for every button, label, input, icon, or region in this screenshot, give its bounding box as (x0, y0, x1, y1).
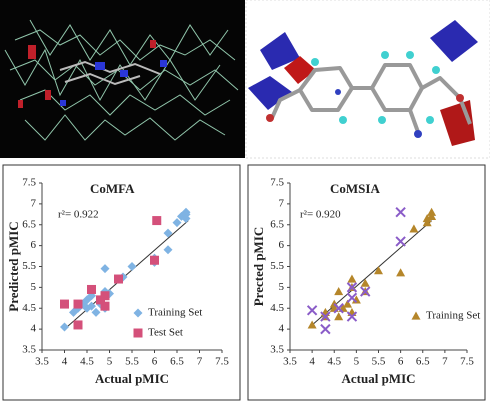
x-axis-label: Actual pMIC (341, 371, 415, 386)
x-tick-label: 4.5 (80, 356, 94, 368)
point (347, 274, 357, 283)
point (395, 207, 406, 218)
point (334, 312, 344, 321)
legend-label: Training Set (426, 310, 480, 322)
y-tick-label: 4 (31, 323, 37, 335)
point (73, 299, 83, 309)
x-tick-label: 7.5 (215, 356, 229, 368)
point (306, 305, 318, 316)
y-tick-label: 7 (279, 197, 285, 209)
y-tick-label: 5.5 (270, 260, 284, 272)
point (346, 292, 358, 304)
y-axis-label: Prected pMIC (251, 227, 266, 307)
x-tick-label: 6.5 (416, 356, 430, 368)
x-tick-label: 3.5 (283, 356, 297, 368)
point (163, 228, 173, 238)
point (100, 301, 110, 311)
x-tick-label: 5 (107, 356, 113, 368)
point (346, 311, 358, 322)
x-tick-label: 4.5 (327, 356, 341, 368)
point (334, 287, 344, 296)
point (360, 286, 371, 297)
point (163, 245, 173, 255)
contour-map-image (245, 0, 490, 159)
y-tick-label: 6.5 (22, 218, 36, 230)
legend-marker (133, 308, 143, 318)
y-axis-label: Predicted pMIC (6, 221, 21, 311)
point (333, 303, 344, 314)
legend-label: Test Set (148, 327, 183, 339)
x-axis-label: Actual pMIC (95, 371, 169, 386)
y-tick-label: 5 (31, 281, 37, 293)
fit-line (64, 220, 189, 330)
molecule-overlay-image (0, 0, 245, 158)
x-tick-label: 5.5 (372, 356, 386, 368)
y-tick-label: 6 (279, 239, 285, 251)
y-tick-label: 3.5 (270, 344, 284, 356)
annotation: r²= 0.920 (300, 209, 341, 221)
x-tick-label: 7.5 (460, 356, 474, 368)
point (346, 282, 358, 293)
point (351, 295, 361, 304)
point (374, 266, 383, 275)
chart-title: CoMSIA (330, 181, 380, 196)
point (422, 213, 432, 223)
point (91, 307, 101, 317)
y-tick-label: 4.5 (22, 302, 36, 314)
x-tick-label: 7 (442, 356, 448, 368)
point (172, 218, 182, 228)
point (100, 264, 110, 274)
point (409, 224, 419, 233)
y-tick-label: 5.5 (22, 260, 36, 272)
point (152, 216, 162, 226)
point (396, 268, 406, 277)
x-tick-label: 6 (398, 356, 404, 368)
y-tick-label: 6 (31, 239, 37, 251)
y-tick-label: 5 (279, 281, 285, 293)
point (73, 320, 83, 330)
point (150, 255, 159, 265)
legend-marker (133, 328, 143, 338)
x-tick-label: 3.5 (35, 356, 49, 368)
point (60, 322, 69, 332)
point (181, 213, 191, 223)
x-tick-label: 4 (62, 356, 68, 368)
point (100, 291, 110, 301)
y-tick-label: 7.5 (270, 177, 284, 189)
legend-marker (411, 311, 421, 320)
point (343, 299, 353, 308)
legend-label: Training Set (148, 307, 202, 319)
y-tick-label: 7.5 (22, 177, 36, 189)
point (60, 299, 69, 309)
point (307, 320, 317, 329)
chart-title: CoMFA (90, 181, 135, 196)
x-tick-label: 6.5 (170, 356, 184, 368)
y-tick-label: 4 (279, 323, 285, 335)
point (427, 207, 437, 216)
point (395, 236, 406, 247)
y-tick-label: 4.5 (270, 302, 284, 314)
x-tick-label: 5 (354, 356, 360, 368)
x-tick-label: 6 (152, 356, 158, 368)
point (114, 274, 123, 284)
point (320, 323, 331, 335)
y-tick-label: 6.5 (270, 218, 284, 230)
x-tick-label: 5.5 (125, 356, 139, 368)
annotation: r²= 0.922 (58, 209, 99, 221)
y-tick-label: 3.5 (22, 344, 36, 356)
point (360, 278, 370, 287)
point (87, 301, 96, 311)
point (320, 311, 331, 322)
x-tick-label: 4 (309, 356, 315, 368)
y-tick-label: 7 (31, 197, 37, 209)
point (127, 262, 137, 271)
point (422, 218, 432, 227)
point (87, 284, 96, 294)
x-tick-label: 7 (197, 356, 203, 368)
